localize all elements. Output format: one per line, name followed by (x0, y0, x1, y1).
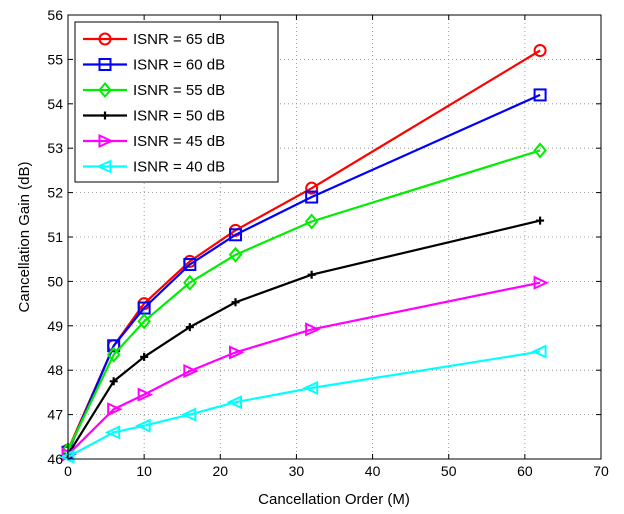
data-point (140, 352, 149, 361)
legend-label: ISNR = 50 dB (133, 108, 225, 125)
y-tick-label: 56 (47, 7, 63, 23)
legend: ISNR = 65 dB ISNR = 60 dB ISNR = 55 dB ISNR… (74, 21, 279, 183)
x-tick-label: 50 (441, 463, 457, 479)
y-tick-label: 50 (47, 273, 63, 289)
data-point (305, 190, 319, 204)
series (59, 344, 547, 464)
data-point (304, 213, 319, 230)
data-point (137, 387, 154, 402)
data-point (96, 159, 112, 174)
series (61, 275, 549, 462)
axis-ticks: 0 10 20 30 40 50 60 70 46 47 48 49 50 51 52 53 54 55 56 (47, 7, 609, 479)
legend-label: ISNR = 55 dB (133, 82, 225, 99)
data-point (533, 142, 547, 159)
data-point (229, 345, 245, 360)
data-point (101, 111, 109, 120)
data-point (104, 425, 121, 440)
data-point (531, 344, 547, 359)
x-tick-label: 10 (136, 463, 152, 479)
data-point (533, 88, 547, 102)
series-line (67, 281, 541, 456)
series (61, 88, 547, 459)
data-point (107, 402, 123, 417)
data-point (533, 275, 549, 290)
x-tick-label: 40 (365, 463, 381, 479)
series-line (67, 350, 541, 458)
x-tick-label: 70 (593, 463, 609, 479)
data-point (98, 133, 114, 149)
legend-label: ISNR = 60 dB (133, 57, 225, 74)
data-point (185, 323, 194, 332)
series-line (67, 219, 541, 456)
data-point (302, 380, 319, 396)
y-tick-label: 46 (47, 451, 63, 467)
x-tick-label: 60 (517, 463, 533, 479)
data-point (229, 228, 243, 242)
x-tick-label: 0 (64, 463, 72, 479)
legend-box (74, 21, 279, 183)
data-point (137, 313, 151, 330)
y-tick-label: 53 (47, 140, 63, 156)
y-axis-title: Cancellation Gain (dB) (16, 162, 33, 313)
legend-label: ISNR = 45 dB (133, 133, 225, 150)
data-point (183, 274, 197, 291)
y-tick-label: 47 (47, 407, 63, 423)
y-tick-label: 54 (47, 96, 63, 112)
data-point (536, 216, 545, 225)
data-point (106, 346, 121, 363)
y-tick-label: 55 (47, 51, 63, 67)
data-point (107, 339, 121, 353)
data-point (109, 377, 118, 386)
x-tick-label: 30 (289, 463, 305, 479)
series-line (66, 93, 541, 453)
data-point (307, 270, 316, 279)
data-point (183, 258, 197, 272)
series-line (67, 149, 541, 451)
y-tick-label: 48 (47, 362, 63, 378)
x-axis-title: Cancellation Order (M) (258, 491, 410, 508)
series (64, 216, 545, 459)
data-point (305, 181, 319, 195)
legend-label: ISNR = 40 dB (133, 159, 225, 176)
legend-label: ISNR = 65 dB (133, 31, 225, 48)
data-point (98, 58, 112, 71)
x-tick-label: 20 (212, 463, 228, 479)
data-point (226, 395, 243, 410)
y-tick-label: 51 (47, 229, 63, 245)
data-point (135, 418, 151, 433)
data-point (533, 44, 547, 58)
data-point (98, 32, 112, 46)
data-point (228, 246, 243, 263)
data-point (98, 81, 112, 99)
series (61, 142, 547, 459)
data-point (183, 364, 199, 379)
y-tick-label: 52 (47, 185, 63, 201)
y-tick-label: 49 (47, 318, 63, 334)
data-point (180, 407, 197, 422)
data-point (305, 322, 321, 337)
data-point (231, 298, 240, 307)
